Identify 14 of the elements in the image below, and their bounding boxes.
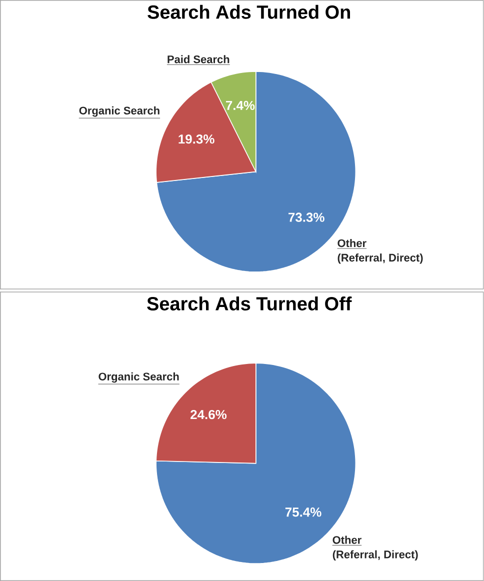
data-label: 7.4% bbox=[226, 100, 255, 110]
data-label: 75.4% bbox=[286, 508, 322, 517]
text: (Referral, Direct) bbox=[338, 254, 423, 264]
slice-label: Organic Search bbox=[98, 372, 179, 383]
slice-label: Other bbox=[338, 239, 366, 248]
slice-label: Other bbox=[332, 536, 362, 544]
slice-label: Organic Search bbox=[79, 106, 160, 117]
data-label: 19.3% bbox=[178, 134, 214, 144]
slice-label: Paid Search bbox=[168, 55, 230, 64]
chart-title: Search Ads Turned Off bbox=[147, 296, 352, 310]
data-label: 24.6% bbox=[190, 410, 227, 420]
text: (Referral, Direct) bbox=[332, 550, 418, 560]
data-label: 73.3% bbox=[288, 212, 324, 222]
chart-title: Search Ads Turned On bbox=[148, 4, 350, 19]
